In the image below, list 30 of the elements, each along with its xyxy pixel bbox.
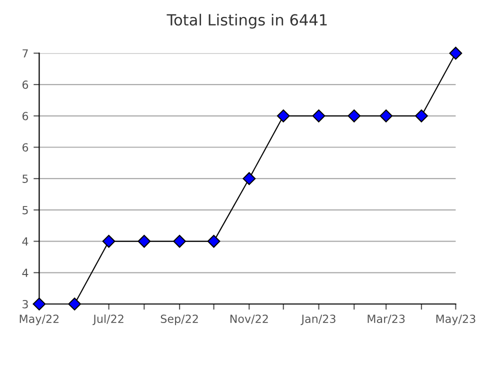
x-tick-label: May/23 xyxy=(436,314,476,326)
point xyxy=(449,46,462,60)
y-tick-label: 4 xyxy=(22,268,28,277)
point xyxy=(312,109,326,122)
y-tick-label: 5 xyxy=(22,174,28,183)
x-tick-label: Jan/23 xyxy=(300,314,336,326)
point xyxy=(276,109,290,122)
chart-title: Total Listings in 6441 xyxy=(166,14,327,29)
x-tick-label: Jul/22 xyxy=(92,314,124,326)
y-tick-label: 7 xyxy=(22,49,28,58)
point xyxy=(242,172,256,186)
point xyxy=(102,234,116,248)
x-tick-label: Sep/22 xyxy=(160,314,198,326)
x-tick-label: May/22 xyxy=(20,314,59,326)
y-tick-label: 4 xyxy=(22,237,28,246)
point xyxy=(415,109,428,122)
y-tick-label: 6 xyxy=(22,80,28,89)
point xyxy=(32,298,46,310)
x-tick-label: Nov/22 xyxy=(230,314,268,324)
point xyxy=(348,109,361,122)
point xyxy=(138,234,151,248)
y-tick-label: 5 xyxy=(22,206,28,214)
point xyxy=(380,109,393,122)
point xyxy=(207,234,220,248)
y-tick-label: 6 xyxy=(22,112,28,120)
y-tick-label: 6 xyxy=(22,143,28,152)
y-tick-label: 3 xyxy=(22,300,28,308)
point xyxy=(173,234,186,248)
x-tick-label: Mar/23 xyxy=(368,314,405,324)
point xyxy=(68,298,82,310)
